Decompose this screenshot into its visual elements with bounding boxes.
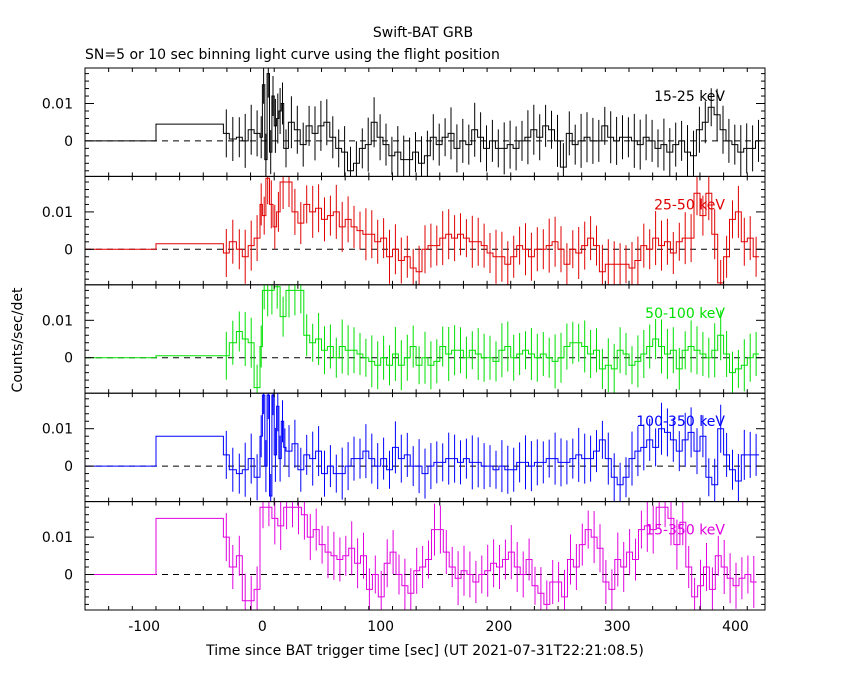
x-tick-label: 300	[604, 619, 631, 635]
x-tick-label: 200	[486, 619, 513, 635]
panel-frame	[84, 67, 766, 177]
chart-subtitle: SN=5 or 10 sec binning light curve using…	[85, 47, 500, 63]
band-label: 15-350 keV	[645, 523, 725, 539]
series-2	[85, 284, 760, 394]
x-tick-label: 100	[367, 619, 394, 635]
y-tick-label: 0	[64, 567, 73, 583]
data-line	[85, 177, 760, 284]
data-line	[85, 73, 762, 172]
series-3	[85, 393, 760, 502]
series-1	[85, 176, 760, 285]
data-line	[85, 506, 757, 605]
y-tick-label: 0.01	[42, 97, 73, 113]
chart-title: Swift-BAT GRB	[373, 25, 473, 41]
panel-1: 0 0.01 25-50 keV	[42, 175, 766, 286]
band-label: 15-25 keV	[654, 89, 725, 105]
y-tick-label: 0	[64, 134, 73, 150]
panel-3: 0 0.01 100-350 keV	[42, 392, 766, 503]
x-tick-label: 0	[258, 619, 267, 635]
panel-4: 0 0.01 15-350 keV	[42, 501, 766, 611]
y-tick-label: 0	[64, 242, 73, 258]
y-tick-label: 0.01	[42, 313, 73, 329]
y-tick-label: 0	[64, 459, 73, 475]
data-line	[85, 394, 760, 497]
x-tick-label: -100	[128, 619, 160, 635]
y-tick-label: 0.01	[42, 205, 73, 221]
y-tick-label: 0.01	[42, 422, 73, 438]
panel-0: 0 0.01 15-25 keV	[42, 67, 766, 177]
band-label: 50-100 keV	[645, 306, 725, 322]
x-tick-label: 400	[722, 619, 749, 635]
y-tick-label: 0.01	[42, 530, 73, 546]
panels: 0 0.01 15-25 keV 0 0.01 25-50 keV 0 0.01 50-100 …	[42, 67, 766, 635]
band-label: 100-350 keV	[636, 414, 725, 430]
x-axis-label: Time since BAT trigger time [sec] (UT 20…	[205, 643, 644, 659]
y-axis-label: Counts/sec/det	[10, 287, 26, 392]
panel-frame	[84, 501, 766, 611]
series-4	[85, 501, 757, 611]
panel-2: 0 0.01 50-100 keV	[42, 284, 766, 394]
y-tick-label: 0	[64, 351, 73, 367]
band-label: 25-50 keV	[654, 197, 725, 213]
series-0	[85, 68, 762, 177]
data-line	[85, 286, 760, 389]
